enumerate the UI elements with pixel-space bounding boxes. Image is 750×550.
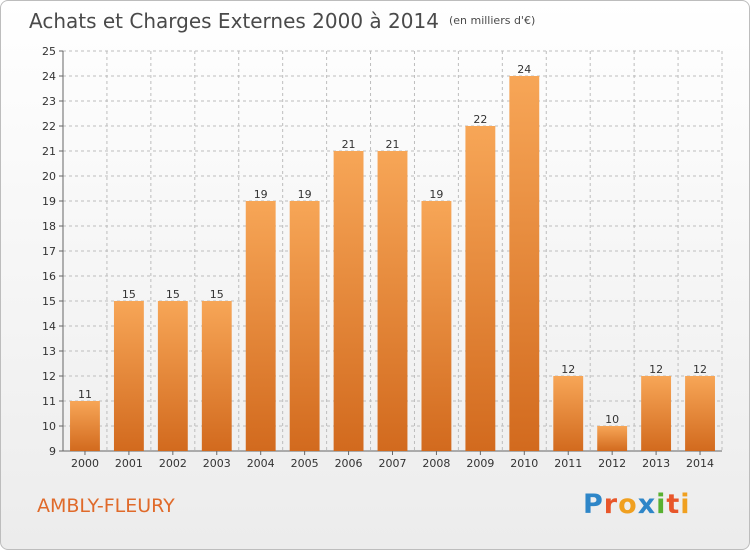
chart-title: Achats et Charges Externes 2000 à 2014 (e… [29,9,535,33]
y-tick-label: 14 [42,320,56,333]
y-tick-label: 16 [42,270,56,283]
bar-value-label: 19 [429,188,443,201]
y-tick-label: 15 [42,295,56,308]
bar [377,151,408,451]
bar [157,301,188,451]
brand-logo: Proxiti [583,489,691,520]
x-tick-label: 2013 [642,457,670,470]
y-tick-label: 20 [42,170,56,183]
x-tick-label: 2004 [247,457,275,470]
bar-value-label: 12 [561,363,575,376]
x-tick-label: 2014 [686,457,714,470]
bar-value-label: 21 [342,138,356,151]
y-tick-label: 21 [42,145,56,158]
x-tick-label: 2003 [203,457,231,470]
bar [113,301,144,451]
x-tick-label: 2002 [159,457,187,470]
brand-letter: o [618,489,638,520]
bar-value-label: 19 [254,188,268,201]
y-tick-label: 22 [42,120,56,133]
x-tick-label: 2012 [598,457,626,470]
bar [553,376,584,451]
bar [685,376,715,451]
x-tick-label: 2007 [379,457,407,470]
y-tick-label: 9 [49,445,56,458]
y-tick-label: 17 [42,245,56,258]
bar-value-label: 10 [605,413,619,426]
y-tick-label: 13 [42,345,56,358]
bar [245,201,276,451]
y-tick-label: 25 [42,45,56,58]
bar-value-label: 12 [649,363,663,376]
bar-value-label: 15 [166,288,180,301]
bar [509,76,540,451]
bar-value-label: 15 [210,288,224,301]
x-tick-label: 2006 [335,457,363,470]
bar [421,201,452,451]
chart-unit-note: (en milliers d'€) [448,14,536,27]
commune-name: AMBLY-FLEURY [37,495,175,517]
brand-letter: r [603,489,619,520]
y-tick-label: 12 [42,370,56,383]
bar [289,201,320,451]
y-tick-label: 24 [42,70,56,83]
brand-letter: P [583,489,604,520]
brand-letter: t [666,489,681,520]
bar [641,376,672,451]
x-tick-label: 2000 [71,457,99,470]
bar [70,401,100,451]
chart-title-text: Achats et Charges Externes 2000 à 2014 [29,9,439,33]
bars [70,76,715,451]
bar [333,151,364,451]
bar [201,301,232,451]
x-tick-label: 2005 [291,457,319,470]
bar-value-label: 15 [122,288,136,301]
brand-letter: i [656,489,667,520]
x-tick-label: 2011 [554,457,582,470]
y-tick-label: 10 [42,420,56,433]
x-tick-label: 2010 [510,457,538,470]
bar-value-label: 24 [517,63,531,76]
labels: 9 10 11 12 13 14 15 16 17 18 19 20 21 22 23 24 25 11 2000 1… [42,45,714,470]
x-tick-label: 2001 [115,457,143,470]
bar-value-label: 19 [298,188,312,201]
y-tick-label: 11 [42,395,56,408]
brand-letter: x [637,489,657,520]
x-tick-label: 2008 [422,457,450,470]
y-tick-label: 23 [42,95,56,108]
bar-value-label: 12 [693,363,707,376]
bar-value-label: 11 [78,388,92,401]
bar [597,426,628,451]
y-tick-label: 18 [42,220,56,233]
bar [465,126,496,451]
bar-value-label: 21 [386,138,400,151]
bar-value-label: 22 [473,113,487,126]
y-tick-label: 19 [42,195,56,208]
x-tick-label: 2009 [466,457,494,470]
brand-letter: i [680,489,691,520]
